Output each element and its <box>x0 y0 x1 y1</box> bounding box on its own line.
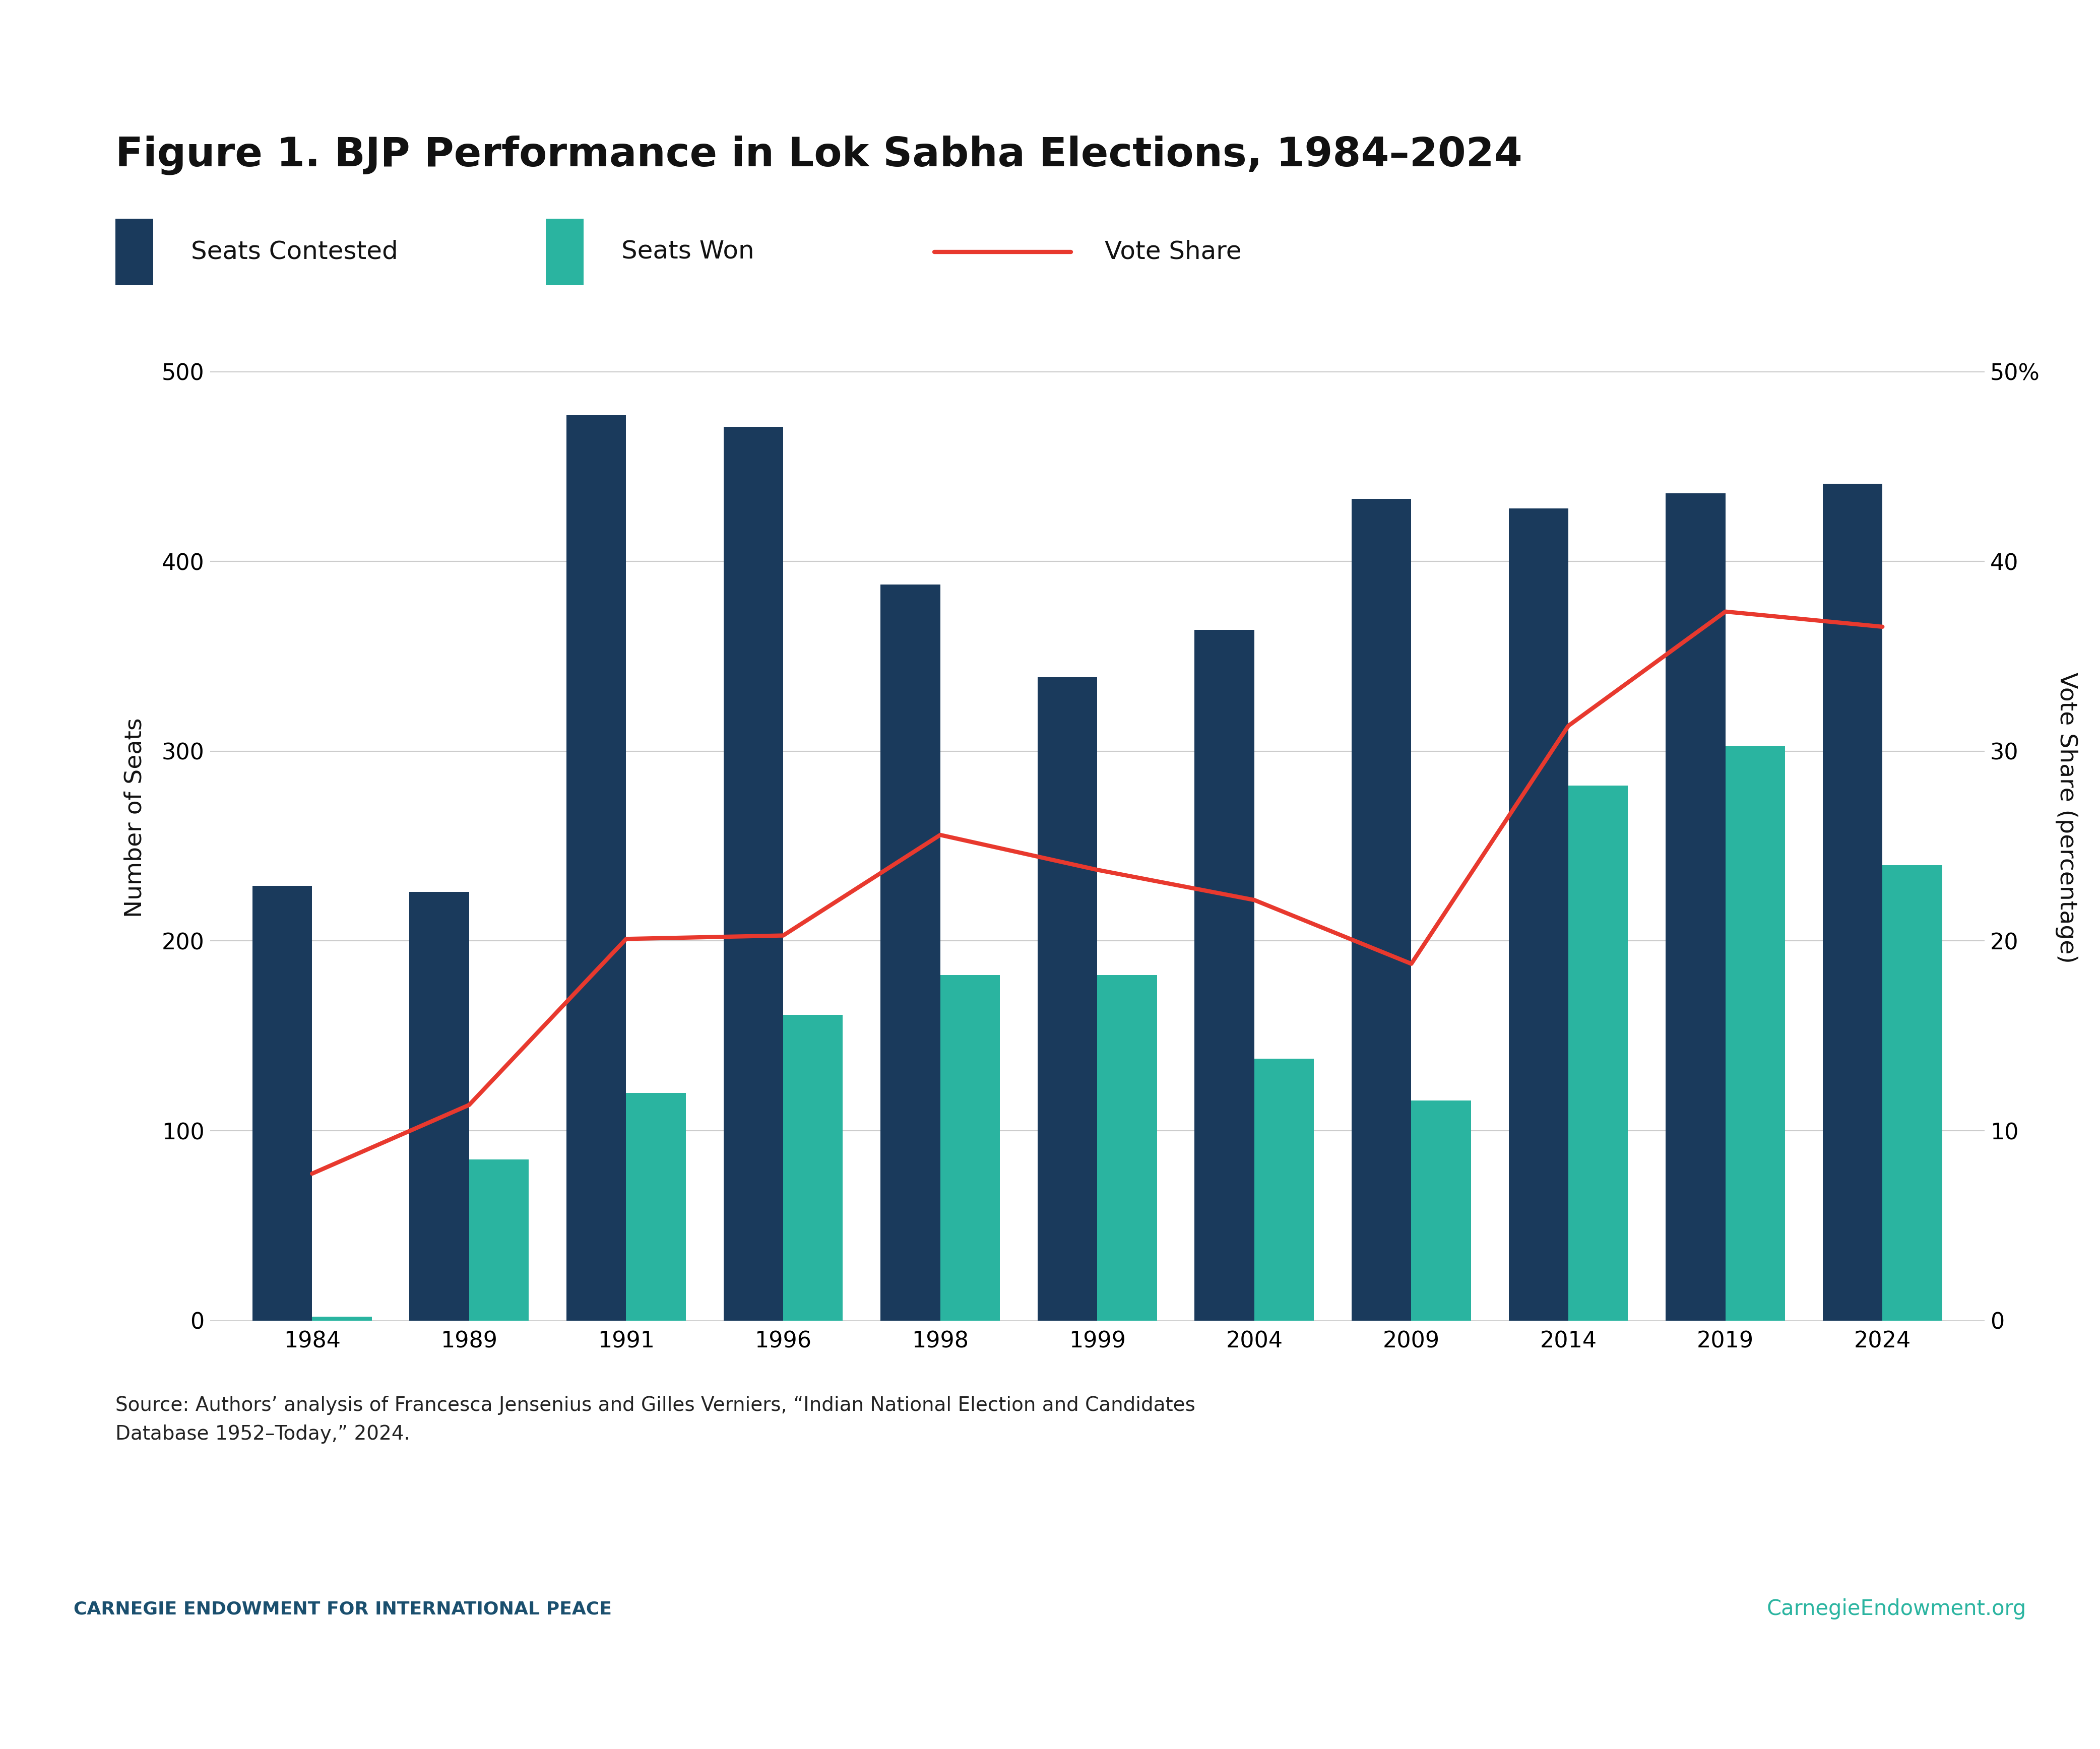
Bar <box>1569 785 1628 1320</box>
Bar <box>1254 1058 1315 1320</box>
Text: Figure 1. BJP Performance in Lok Sabha Elections, 1984–2024: Figure 1. BJP Performance in Lok Sabha E… <box>116 135 1522 175</box>
Bar <box>567 416 626 1320</box>
Bar <box>724 427 783 1320</box>
Bar <box>1665 493 1726 1320</box>
Bar <box>1726 745 1785 1320</box>
Bar <box>468 1160 529 1320</box>
Bar <box>410 892 468 1320</box>
Bar <box>1037 677 1096 1320</box>
Bar <box>1823 484 1882 1320</box>
Text: Vote Share: Vote Share <box>1105 240 1241 264</box>
Bar <box>941 976 1000 1320</box>
Bar <box>1352 498 1411 1320</box>
Text: CarnegieEndowment.org: CarnegieEndowment.org <box>1766 1599 2026 1620</box>
Text: Source: Authors’ analysis of Francesca Jensenius and Gilles Verniers, “Indian Na: Source: Authors’ analysis of Francesca J… <box>116 1396 1195 1445</box>
Bar <box>1096 976 1157 1320</box>
Bar <box>1882 866 1943 1320</box>
Bar <box>252 887 313 1320</box>
Bar <box>1411 1100 1470 1320</box>
Text: Seats Contested: Seats Contested <box>191 240 399 264</box>
Text: Seats Won: Seats Won <box>622 240 754 264</box>
Y-axis label: Number of Seats: Number of Seats <box>124 717 147 918</box>
Bar <box>880 584 941 1320</box>
Bar <box>313 1317 372 1320</box>
Text: CARNEGIE ENDOWMENT FOR INTERNATIONAL PEACE: CARNEGIE ENDOWMENT FOR INTERNATIONAL PEA… <box>74 1600 611 1618</box>
Bar <box>116 219 153 285</box>
Bar <box>1195 630 1254 1320</box>
Bar <box>783 1014 842 1320</box>
Bar <box>1508 509 1569 1320</box>
Y-axis label: Vote Share (percentage): Vote Share (percentage) <box>2056 672 2079 964</box>
Bar <box>626 1093 687 1320</box>
Bar <box>546 219 584 285</box>
